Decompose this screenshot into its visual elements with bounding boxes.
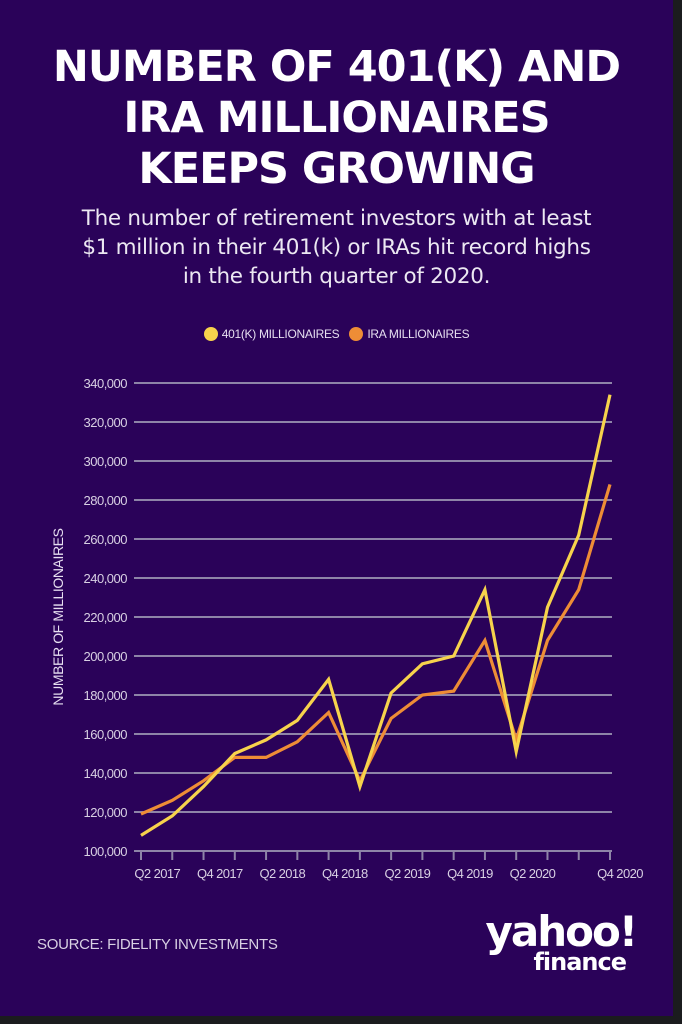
y-tick-label: 120,000 bbox=[84, 805, 128, 820]
subtitle-line: $1 million in their 401(k) or IRAs hit r… bbox=[82, 235, 591, 260]
gridlines bbox=[134, 382, 612, 852]
y-tick-label: 160,000 bbox=[84, 727, 128, 742]
x-tick-label: Q2 2018 bbox=[259, 866, 305, 881]
y-tick-label: 340,000 bbox=[84, 376, 128, 391]
x-tick-label: Q4 2018 bbox=[322, 866, 368, 881]
y-axis-label: NUMBER OF MILLIONAIRES bbox=[50, 528, 66, 705]
y-tick-label: 240,000 bbox=[84, 571, 128, 586]
x-axis bbox=[140, 851, 611, 860]
y-tick-label: 180,000 bbox=[84, 688, 128, 703]
x-tick-label: Q2 2017 bbox=[134, 866, 180, 881]
y-tick-label: 200,000 bbox=[84, 649, 128, 664]
line-chart: 100,000 120,000 140,000 160,000 180,000 200,0… bbox=[50, 376, 644, 881]
subtitle: The number of retirement investors with … bbox=[0, 204, 673, 291]
title-line: NUMBER OF 401(K) AND bbox=[52, 42, 621, 92]
title-line: IRA MILLIONAIRES bbox=[123, 93, 550, 143]
x-tick-label: Q4 2020 bbox=[597, 866, 643, 881]
subtitle-line: The number of retirement investors with … bbox=[81, 206, 592, 231]
x-tick-label: Q4 2017 bbox=[197, 866, 243, 881]
y-tick-label: 100,000 bbox=[84, 844, 128, 859]
infographic-panel: NUMBER OF 401(K) AND IRA MILLIONAIRES KE… bbox=[0, 0, 673, 1016]
legend-item-ira: IRA MILLIONAIRES bbox=[349, 327, 470, 341]
series-line-401k bbox=[140, 394, 612, 837]
chart-legend: 401(K) MILLIONAIRES IRA MILLIONAIRES bbox=[0, 327, 673, 341]
y-tick-label: 300,000 bbox=[84, 454, 128, 469]
y-tick-labels: 100,000 120,000 140,000 160,000 180,000 200,0… bbox=[84, 376, 128, 859]
yahoo-finance-logo: yahoo! finance bbox=[460, 907, 638, 982]
page-title: NUMBER OF 401(K) AND IRA MILLIONAIRES KE… bbox=[0, 42, 673, 195]
legend-swatch-401k bbox=[203, 327, 218, 341]
legend-label-ira: IRA MILLIONAIRES bbox=[367, 327, 470, 341]
series-lines bbox=[140, 394, 612, 837]
source-note: SOURCE: FIDELITY INVESTMENTS bbox=[37, 936, 278, 953]
legend-label-401k: 401(K) MILLIONAIRES bbox=[221, 327, 340, 341]
legend-swatch-ira bbox=[349, 327, 364, 341]
y-tick-label: 260,000 bbox=[84, 532, 128, 547]
y-tick-label: 220,000 bbox=[84, 610, 128, 625]
x-tick-label: Q2 2019 bbox=[385, 866, 431, 881]
x-tick-labels: Q2 2017 Q4 2017 Q2 2018 Q4 2018 Q2 2019 Q4 20… bbox=[134, 866, 643, 881]
subtitle-line: in the fourth quarter of 2020. bbox=[182, 264, 491, 289]
x-tick-label: Q2 2020 bbox=[510, 866, 556, 881]
legend-item-401k: 401(K) MILLIONAIRES bbox=[203, 327, 340, 341]
logo-finance-text: finance bbox=[533, 948, 627, 976]
y-tick-label: 280,000 bbox=[84, 493, 128, 508]
title-line: KEEPS GROWING bbox=[138, 144, 535, 194]
x-tick-label: Q4 2019 bbox=[447, 866, 493, 881]
logo-yahoo-text: yahoo! bbox=[485, 907, 638, 956]
y-tick-label: 320,000 bbox=[84, 415, 128, 430]
y-tick-label: 140,000 bbox=[84, 766, 128, 781]
